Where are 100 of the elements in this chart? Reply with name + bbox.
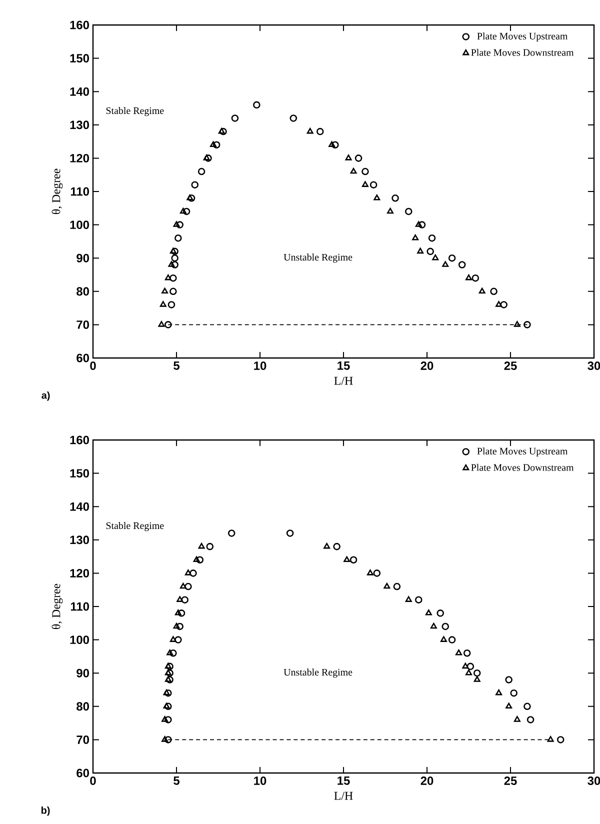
y-tick-label: 120 <box>70 154 89 162</box>
point <box>210 141 216 148</box>
point <box>164 676 172 682</box>
point <box>436 610 444 617</box>
point <box>164 274 172 280</box>
point <box>473 669 481 677</box>
point <box>547 736 554 742</box>
point <box>362 181 368 187</box>
point <box>178 610 186 617</box>
point <box>171 261 178 268</box>
point <box>526 716 534 724</box>
point <box>181 596 188 604</box>
point <box>163 689 170 696</box>
point <box>415 596 422 604</box>
y-tick-label: 140 <box>70 502 89 511</box>
point <box>374 194 380 200</box>
point <box>206 542 214 550</box>
point <box>510 689 518 697</box>
point <box>366 570 374 576</box>
point <box>170 636 176 642</box>
point <box>417 248 424 254</box>
point <box>198 168 206 176</box>
point <box>455 649 462 656</box>
point <box>415 221 422 227</box>
point <box>426 248 434 256</box>
point <box>328 141 336 148</box>
point <box>442 622 450 630</box>
point <box>462 662 469 669</box>
point <box>373 570 381 577</box>
point <box>370 181 378 188</box>
point <box>354 154 362 162</box>
point <box>466 274 472 280</box>
point <box>463 649 471 657</box>
point <box>448 636 456 644</box>
point <box>405 596 412 602</box>
point <box>442 261 449 267</box>
point <box>506 702 512 709</box>
point <box>478 288 486 294</box>
point <box>176 596 184 602</box>
y-tick-label: 100 <box>70 636 89 644</box>
point <box>428 234 436 242</box>
point <box>286 530 294 537</box>
point <box>168 301 176 308</box>
x-tick-label: 25 <box>504 362 517 370</box>
point <box>170 649 177 657</box>
point <box>180 208 186 214</box>
y-tick-label: 110 <box>70 187 89 196</box>
y-tick-label: 80 <box>76 702 89 711</box>
point <box>231 114 239 122</box>
point <box>184 582 192 590</box>
point <box>190 570 197 577</box>
point <box>333 542 340 550</box>
point <box>164 702 172 710</box>
point <box>418 221 426 228</box>
y-tick-label: 60 <box>76 354 89 362</box>
point <box>228 530 236 537</box>
y-tick-label: 130 <box>70 120 89 130</box>
point <box>290 114 298 122</box>
legend-label: Plate Moves Downstream <box>471 48 574 56</box>
y-axis-title: θ, Degree <box>52 168 63 214</box>
point <box>166 662 174 670</box>
point <box>212 141 220 149</box>
point <box>168 261 175 267</box>
point <box>458 261 466 268</box>
point <box>466 662 474 670</box>
x-tick-label: 30 <box>588 362 600 370</box>
point <box>350 168 357 174</box>
point <box>220 128 227 136</box>
legend-label: Plate Moves Upstream <box>477 448 568 457</box>
point <box>196 556 204 564</box>
x-axis-title: L/H <box>334 376 353 385</box>
point <box>173 622 180 629</box>
point <box>171 248 178 256</box>
text: a) <box>42 391 50 401</box>
y-tick-label: 160 <box>70 20 89 30</box>
point <box>218 128 225 134</box>
point <box>198 542 205 549</box>
y-axis-title: θ, Degree <box>52 584 63 630</box>
y-tick-label: 160 <box>70 436 89 444</box>
point <box>474 676 480 682</box>
point <box>166 676 174 684</box>
point <box>306 128 314 134</box>
point <box>203 154 210 160</box>
point <box>176 221 184 228</box>
y-tick-label: 80 <box>76 287 89 296</box>
point <box>166 649 174 656</box>
point <box>332 141 339 149</box>
point <box>556 736 564 744</box>
point <box>440 636 447 642</box>
point <box>350 556 358 564</box>
point <box>160 301 166 307</box>
point <box>164 689 172 697</box>
y-tick-label: 140 <box>70 87 89 96</box>
point <box>514 321 520 327</box>
point <box>164 669 172 676</box>
point <box>174 234 182 242</box>
x-tick-label: 0 <box>90 362 96 370</box>
x-tick-label: 20 <box>420 776 434 785</box>
point <box>184 570 192 576</box>
point <box>162 736 168 742</box>
